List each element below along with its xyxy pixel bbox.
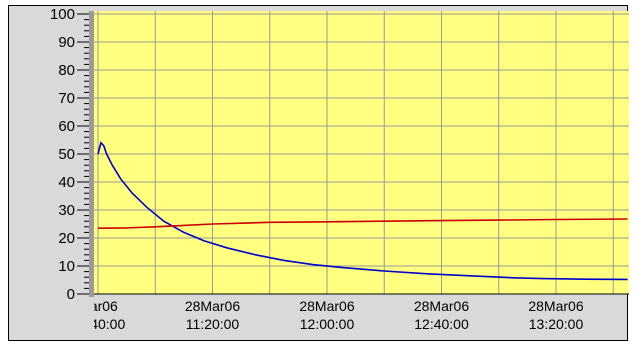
- x-tick-time-label: 12:40:00: [414, 316, 469, 332]
- y-tick-label: 90: [58, 34, 75, 51]
- y-tick-label: 100: [50, 6, 75, 23]
- x-tick-time-label: 11:20:00: [186, 316, 240, 332]
- x-tick-time-label: 10:40:00: [71, 316, 126, 332]
- y-tick-label: 20: [58, 230, 75, 247]
- chart-frame: 0 10 20 30 40 50 60 70 80 90 100 Mar06 10:40:00 28Ma…: [8, 5, 629, 341]
- grid: [94, 11, 629, 295]
- line-chart: 0 10 20 30 40 50 60 70 80 90 100 Mar06 10:40:00 28Ma…: [50, 6, 629, 332]
- y-tick-label: 10: [58, 258, 75, 275]
- x-tick-date-label: 28Mar06: [414, 298, 469, 314]
- x-tick-date-label: Mar06: [78, 298, 118, 314]
- y-tick-label: 60: [58, 118, 75, 135]
- y-tick-label: 30: [58, 202, 75, 219]
- y-tick-label: 0: [67, 286, 75, 303]
- x-tick-time-label: 12:00:00: [300, 316, 355, 332]
- x-tick-date-label: 28Mar06: [299, 298, 354, 314]
- y-tick-label: 50: [58, 146, 75, 163]
- plot-area: [94, 11, 629, 294]
- x-axis: Mar06 10:40:00 28Mar06 11:20:00 28Mar06 12:00…: [71, 293, 629, 332]
- x-tick-date-label: 28Mar06: [528, 298, 583, 314]
- x-tick-date-label: 28Mar06: [185, 298, 240, 314]
- y-tick-label: 70: [58, 90, 75, 107]
- y-axis: 0 10 20 30 40 50 60 70 80 90 100: [50, 6, 94, 303]
- y-tick-label: 40: [58, 174, 75, 191]
- x-tick-time-label: 13:20:00: [529, 316, 584, 332]
- series-layer: [97, 141, 628, 281]
- series-line-2: [97, 218, 628, 229]
- y-tick-label: 80: [58, 62, 75, 79]
- y-axis-bar: [89, 11, 94, 297]
- x-tick-labels: Mar06 10:40:00 28Mar06 11:20:00 28Mar06 12:00…: [71, 298, 584, 332]
- series-line-1: [97, 141, 628, 281]
